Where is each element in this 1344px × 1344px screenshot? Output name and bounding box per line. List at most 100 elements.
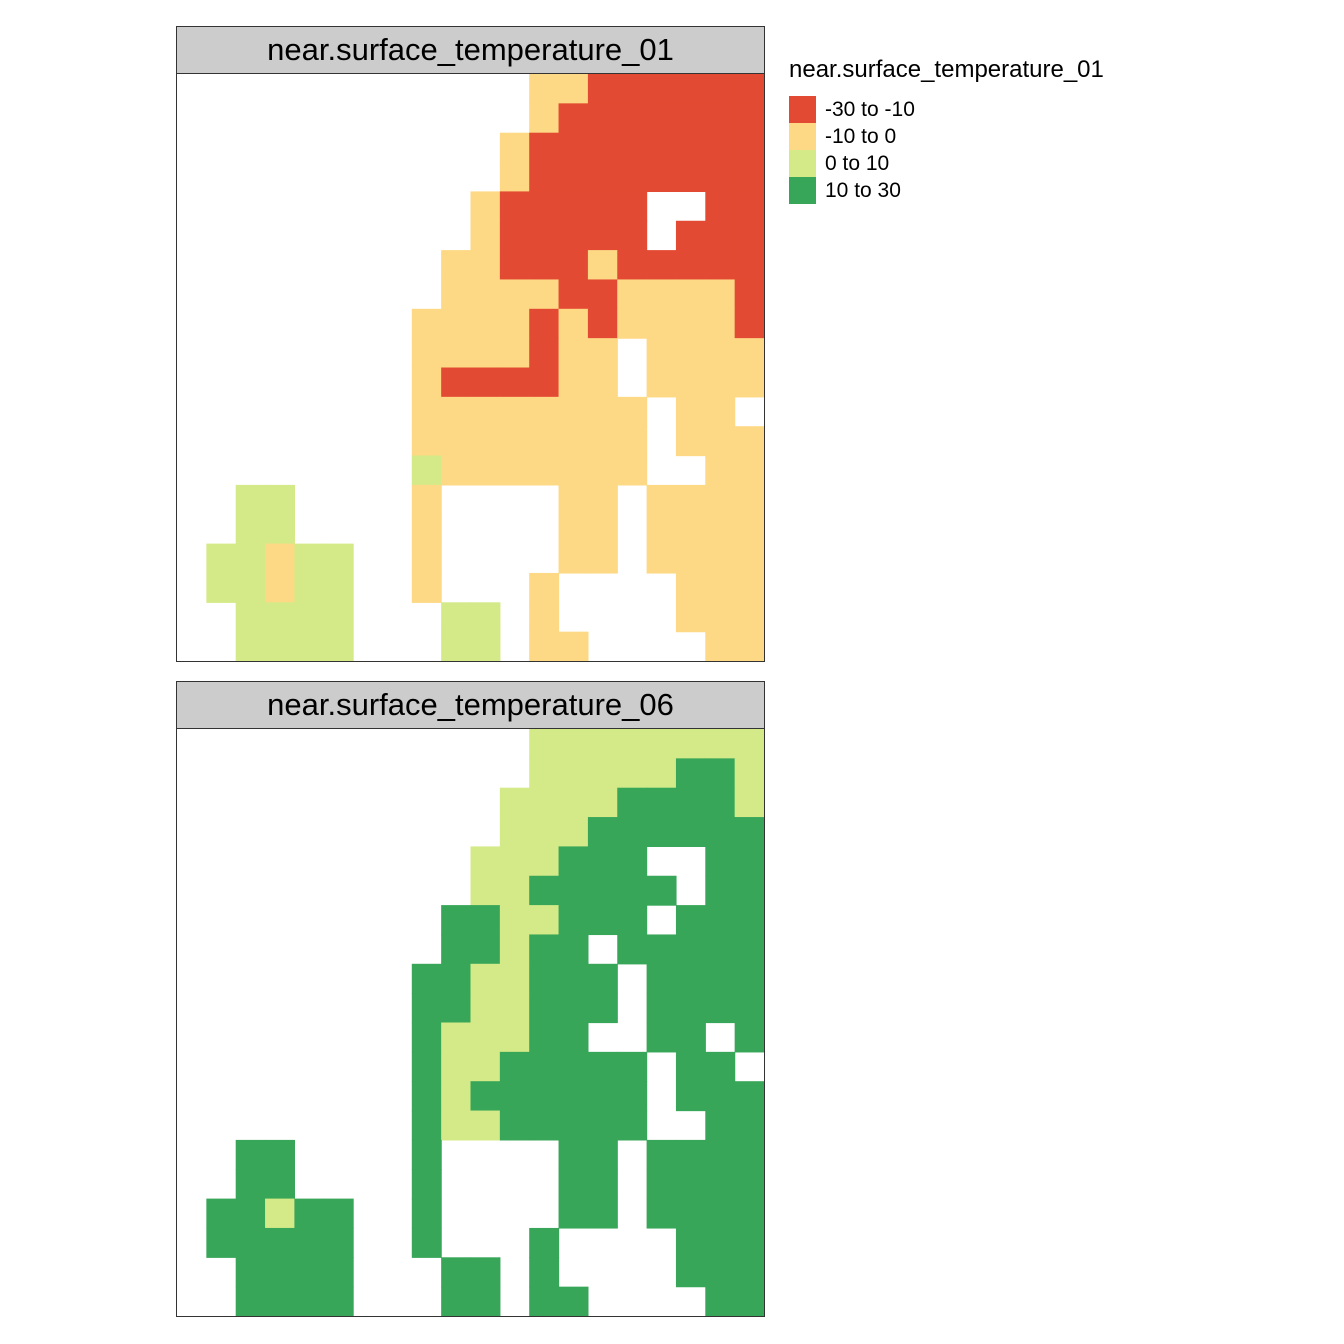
raster-cell [499, 787, 530, 818]
raster-cell [675, 1257, 706, 1288]
raster-cell [734, 817, 764, 847]
raster-cell [529, 308, 560, 339]
raster-cell [499, 220, 530, 251]
raster-cell [675, 963, 706, 994]
raster-cell [235, 1227, 266, 1258]
raster-cell [587, 191, 618, 222]
raster-cell [529, 220, 560, 251]
raster-cell [499, 817, 530, 847]
raster-cell [529, 162, 560, 192]
raster-cell [235, 1198, 266, 1229]
raster-cell [734, 993, 764, 1024]
raster-cell [441, 396, 472, 427]
raster-cell [617, 396, 648, 427]
raster-cell [675, 514, 706, 545]
raster-cell [734, 103, 764, 134]
raster-cell [499, 1022, 530, 1053]
raster-cell [734, 455, 764, 486]
raster-cell [587, 74, 618, 104]
raster-cell [675, 103, 706, 134]
raster-cell [265, 1198, 295, 1229]
raster-cell [558, 1286, 589, 1316]
raster-cell [499, 396, 530, 427]
raster-cell [734, 905, 764, 936]
raster-cell [734, 1257, 764, 1288]
legend-label: 0 to 10 [825, 151, 890, 175]
raster-cell [705, 484, 736, 515]
raster-cell [587, 426, 618, 457]
raster-cell [734, 484, 764, 515]
raster-cell [235, 543, 266, 574]
raster-cell [529, 103, 560, 134]
raster-cell [705, 817, 736, 847]
raster-cell [265, 572, 295, 603]
raster-cell [470, 602, 501, 633]
raster-cell [441, 1257, 472, 1288]
raster-cell [441, 602, 472, 633]
raster-cell [734, 758, 764, 789]
raster-cell [646, 787, 677, 818]
raster-cell [529, 993, 560, 1024]
raster-cell [529, 191, 560, 222]
raster-cell [675, 1139, 706, 1170]
raster-cell [646, 729, 677, 759]
raster-cell [705, 758, 736, 789]
raster-cell [734, 1286, 764, 1316]
raster-cell [705, 631, 736, 661]
raster-cell [558, 308, 589, 339]
raster-cell [675, 572, 706, 603]
raster-cell [675, 74, 706, 104]
raster-cell [411, 543, 442, 574]
raster-cell [705, 1081, 736, 1112]
raster-cell [705, 993, 736, 1024]
raster-cell [470, 934, 501, 965]
raster-cell [587, 1110, 618, 1141]
raster-cell [529, 817, 560, 847]
raster-cell [470, 1110, 501, 1141]
raster-cell [529, 875, 560, 906]
raster-cell [617, 279, 648, 310]
raster-cell [734, 934, 764, 965]
raster-cell [617, 729, 648, 759]
raster-cell [529, 1257, 560, 1288]
map-frame [176, 729, 765, 1317]
raster-cell [734, 426, 764, 457]
legend-item: -10 to 0 [789, 123, 1104, 150]
raster-cell [558, 455, 589, 486]
raster-cell [705, 338, 736, 369]
raster-cell [734, 963, 764, 994]
legend-swatch [789, 96, 816, 123]
raster-cell [675, 543, 706, 574]
raster-cell [558, 74, 589, 104]
raster-cell [558, 396, 589, 427]
raster-cell [470, 875, 501, 906]
raster-cell [529, 1081, 560, 1112]
raster-cell [294, 1286, 325, 1316]
raster-cell [265, 1257, 295, 1288]
raster-cell [646, 758, 677, 789]
raster-cell [441, 1286, 472, 1316]
raster-cell [441, 367, 472, 398]
raster-cell [617, 162, 648, 192]
raster-cell [705, 1051, 736, 1082]
raster-cell [734, 367, 764, 398]
raster-cell [499, 191, 530, 222]
raster-cell [587, 1198, 618, 1229]
map-frame [176, 74, 765, 662]
raster-cell [705, 543, 736, 574]
raster-cell [617, 758, 648, 789]
raster-cell [558, 758, 589, 789]
raster-cell [734, 1110, 764, 1141]
raster-cell [441, 455, 472, 486]
raster-cell [617, 103, 648, 134]
raster-cell [646, 338, 677, 369]
raster-cell [265, 514, 295, 545]
raster-cell [646, 817, 677, 847]
raster-cell [529, 1227, 560, 1258]
raster-cell [587, 103, 618, 134]
raster-cell [734, 1169, 764, 1200]
raster-cell [617, 905, 648, 936]
raster-cell [705, 74, 736, 104]
raster-cell [587, 455, 618, 486]
raster-cell [646, 543, 677, 574]
